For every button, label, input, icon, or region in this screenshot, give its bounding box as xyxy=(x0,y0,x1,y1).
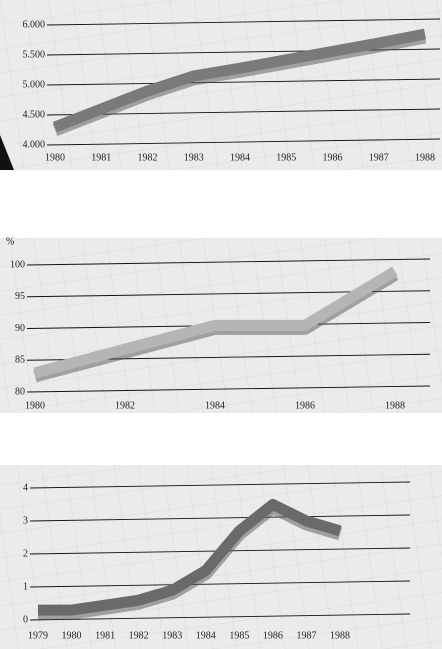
x-tick-label: 1986 xyxy=(263,630,283,641)
x-tick-label: 1983 xyxy=(162,630,182,641)
y-axis-label: % xyxy=(6,236,14,247)
y-tick-label: 85 xyxy=(15,355,25,366)
grid-line xyxy=(46,18,441,26)
x-tick-label: 1979 xyxy=(28,630,48,641)
x-tick-label: 1980 xyxy=(45,152,65,163)
x-tick-label: 1985 xyxy=(276,152,296,163)
x-tick-label: 1980 xyxy=(62,630,82,641)
y-tick-label: 4 xyxy=(23,482,28,493)
x-tick-label: 1984 xyxy=(196,630,216,641)
x-tick-label: 1981 xyxy=(91,152,111,163)
grid-line xyxy=(29,613,411,621)
y-tick-label: 5.000 xyxy=(23,79,46,90)
grid-line xyxy=(46,138,441,146)
x-tick-label: 1988 xyxy=(385,400,405,411)
line xyxy=(38,499,342,616)
y-tick-label: 2 xyxy=(23,548,28,559)
y-tick-label: 90 xyxy=(15,323,25,334)
x-tick-label: 1986 xyxy=(323,152,343,163)
y-tick-label: 6.000 xyxy=(23,19,46,30)
grid-line xyxy=(26,258,431,266)
y-tick-label: 95 xyxy=(15,291,25,302)
grid-line xyxy=(29,514,411,522)
x-tick-label: 1985 xyxy=(229,630,249,641)
x-tick-label: 1982 xyxy=(115,400,135,411)
x-tick-label: 1987 xyxy=(296,630,316,641)
x-tick-label: 1987 xyxy=(369,152,389,163)
y-tick-label: 80 xyxy=(15,386,25,397)
y-tick-label: 0 xyxy=(23,614,28,625)
x-tick-label: 1988 xyxy=(330,630,350,641)
y-tick-label: 100 xyxy=(10,259,25,270)
y-tick-label: 5.500 xyxy=(23,49,46,60)
grid-line xyxy=(29,481,411,489)
y-tick-label: 3 xyxy=(23,515,28,526)
y-tick-label: 4.500 xyxy=(23,109,46,120)
y-tick-label: 1 xyxy=(23,581,28,592)
x-tick-label: 1980 xyxy=(25,400,45,411)
x-tick-label: 1983 xyxy=(184,152,204,163)
x-tick-label: 1988 xyxy=(415,152,435,163)
grid-line xyxy=(26,385,431,393)
line xyxy=(53,28,427,133)
y-tick-label: 4.000 xyxy=(23,139,46,150)
x-tick-label: 1981 xyxy=(95,630,115,641)
x-tick-label: 1984 xyxy=(205,400,225,411)
x-tick-label: 1982 xyxy=(138,152,158,163)
x-tick-label: 1984 xyxy=(230,152,250,163)
line xyxy=(33,266,398,379)
x-tick-label: 1982 xyxy=(129,630,149,641)
grid-line xyxy=(46,78,441,86)
grid-line xyxy=(29,580,411,588)
shadow xyxy=(0,135,14,170)
x-tick-label: 1986 xyxy=(295,400,315,411)
